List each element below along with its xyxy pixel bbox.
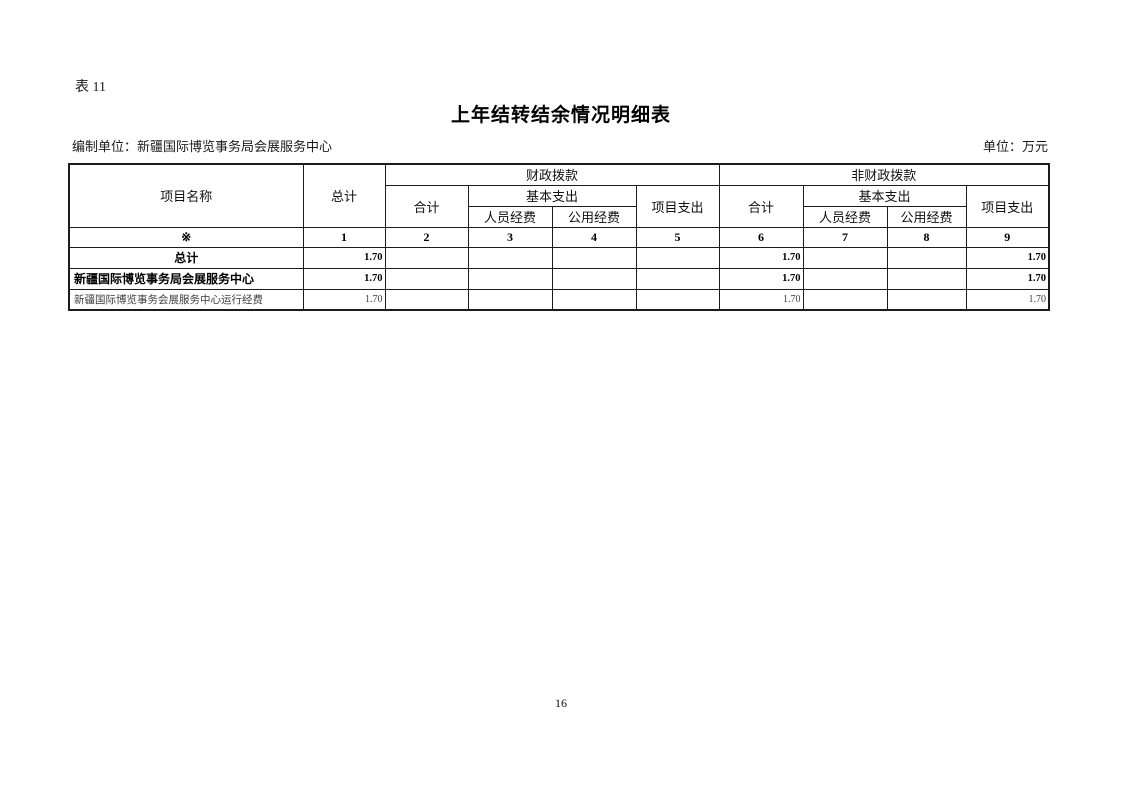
header-nonfiscal-subtotal: 合计 bbox=[718, 184, 804, 228]
page-title: 上年结转结余情况明细表 bbox=[450, 105, 671, 126]
header-fiscal-personnel: 人员经费 bbox=[467, 205, 553, 228]
table-row-project: 新疆国际博览事务会展服务中心运行经费 1.70 1.70 1.70 bbox=[68, 288, 1050, 311]
value-cell: 1.70 bbox=[718, 246, 804, 269]
value-cell bbox=[384, 267, 469, 290]
value-cell bbox=[551, 288, 637, 311]
column-index-row: ※ 1 2 3 4 5 6 7 8 9 bbox=[68, 226, 1050, 248]
index-cell: 7 bbox=[802, 226, 888, 248]
table-number-label: 表 11 bbox=[75, 80, 106, 95]
value-cell: 1.70 bbox=[302, 267, 386, 290]
header-fiscal-subtotal: 合计 bbox=[384, 184, 469, 228]
header-fiscal-public: 公用经费 bbox=[551, 205, 637, 228]
index-cell: 4 bbox=[551, 226, 637, 248]
carryover-balance-table: 项目名称 总计 财政拨款 非财政拨款 合计 基本支出 项目支出 合计 基本支出 … bbox=[68, 163, 1051, 311]
value-cell bbox=[635, 288, 720, 311]
value-cell bbox=[551, 246, 637, 269]
header-fiscal-project: 项目支出 bbox=[635, 184, 720, 228]
value-cell bbox=[467, 288, 553, 311]
value-cell bbox=[802, 246, 888, 269]
value-cell bbox=[635, 246, 720, 269]
value-cell bbox=[384, 246, 469, 269]
value-cell: 1.70 bbox=[718, 267, 804, 290]
index-cell: ※ bbox=[68, 226, 304, 248]
header-project-name: 项目名称 bbox=[68, 163, 304, 228]
row-name-cell: 新疆国际博览事务局会展服务中心 bbox=[68, 267, 304, 290]
row-name-cell: 总计 bbox=[68, 246, 304, 269]
table-row-department: 新疆国际博览事务局会展服务中心 1.70 1.70 1.70 bbox=[68, 267, 1050, 290]
index-cell: 2 bbox=[384, 226, 469, 248]
value-cell: 1.70 bbox=[965, 246, 1050, 269]
index-cell: 1 bbox=[302, 226, 386, 248]
table-row-total: 总计 1.70 1.70 1.70 bbox=[68, 246, 1050, 269]
value-cell bbox=[802, 288, 888, 311]
header-fiscal-basic: 基本支出 bbox=[467, 184, 637, 207]
meta-row: 编制单位：新疆国际博览事务局会展服务中心 单位：万元 bbox=[72, 136, 1048, 155]
header-nonfiscal-project: 项目支出 bbox=[965, 184, 1050, 228]
value-cell bbox=[467, 267, 553, 290]
header-nonfiscal-public: 公用经费 bbox=[886, 205, 967, 228]
value-cell: 1.70 bbox=[718, 288, 804, 311]
index-cell: 3 bbox=[467, 226, 553, 248]
row-name-cell: 新疆国际博览事务会展服务中心运行经费 bbox=[68, 288, 304, 311]
value-cell bbox=[384, 288, 469, 311]
header-fiscal-group: 财政拨款 bbox=[384, 163, 720, 186]
header-nonfiscal-personnel: 人员经费 bbox=[802, 205, 888, 228]
index-cell: 8 bbox=[886, 226, 967, 248]
value-cell: 1.70 bbox=[302, 288, 386, 311]
value-cell bbox=[551, 267, 637, 290]
value-cell: 1.70 bbox=[965, 288, 1050, 311]
index-cell: 6 bbox=[718, 226, 804, 248]
page-number: 16 bbox=[555, 696, 567, 710]
header-nonfiscal-group: 非财政拨款 bbox=[718, 163, 1050, 186]
unit-label: 单位：万元 bbox=[982, 139, 1048, 154]
value-cell bbox=[635, 267, 720, 290]
value-cell: 1.70 bbox=[302, 246, 386, 269]
value-cell bbox=[886, 267, 967, 290]
value-cell bbox=[886, 246, 967, 269]
index-cell: 5 bbox=[635, 226, 720, 248]
value-cell bbox=[802, 267, 888, 290]
header-nonfiscal-basic: 基本支出 bbox=[802, 184, 967, 207]
index-cell: 9 bbox=[965, 226, 1050, 248]
value-cell: 1.70 bbox=[965, 267, 1050, 290]
prepared-by-label: 编制单位：新疆国际博览事务局会展服务中心 bbox=[72, 139, 333, 154]
value-cell bbox=[467, 246, 553, 269]
value-cell bbox=[886, 288, 967, 311]
header-total: 总计 bbox=[302, 163, 386, 228]
